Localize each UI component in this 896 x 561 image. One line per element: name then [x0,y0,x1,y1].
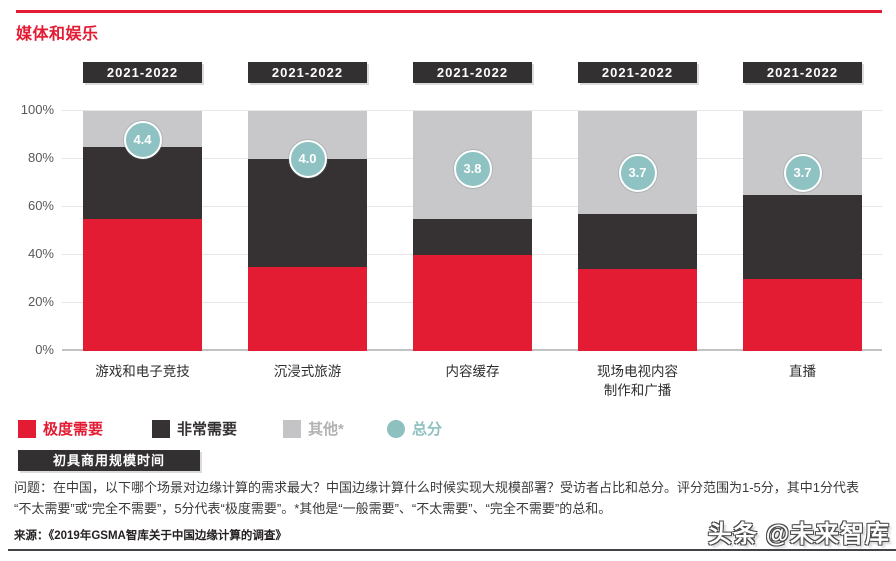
bar-column: 2021-2022 4.4 游戏和电子竞技 [83,62,202,379]
bar-segment-2 [743,195,862,279]
section-badge: 初具商用规模时间 [18,450,200,471]
legend-label-extremely-needed: 极度需要 [43,421,104,438]
bar-segment-1 [413,255,532,351]
x-axis-label: 现场电视内容 制作和广播 [597,364,678,398]
bar-segment-1 [743,279,862,351]
period-badge: 2021-2022 [413,62,532,83]
score-badge: 3.7 [618,154,657,193]
score-badge: 3.8 [453,149,492,188]
bar-segment-1 [248,267,367,351]
x-axis-label: 内容缓存 [445,364,500,379]
y-axis-tick: 20% [27,294,54,309]
legend-swatch-extremely-needed [18,419,36,438]
page-title: 媒体和娱乐 [16,26,99,43]
period-badge: 2021-2022 [743,62,862,83]
stacked-bar-chart: 0% 20% 40% 60% 80% 100% 2021-2022 4.4 游戏和电子竞技 202… [21,62,882,398]
bar-segment-2 [578,214,697,270]
score-badge: 3.7 [783,154,822,193]
score-badge: 4.0 [288,140,327,178]
period-badge: 2021-2022 [83,62,202,83]
question-line-2: “不太需要”或“完全不需要”，5分代表“极度需要”。*其他是“一般需要”、“不太… [14,501,612,516]
y-axis-tick: 80% [27,150,54,165]
legend-item-very-needed: 非常需要 [152,418,237,439]
legend-item-total-score: 总分 [387,418,442,439]
period-badge: 2021-2022 [578,62,697,83]
x-axis-label: 直播 [789,364,816,379]
bar-segment-1 [578,269,697,351]
bar-column: 2021-2022 4.0 沉浸式旅游 [248,62,367,379]
bar-segment-2 [83,147,202,219]
score-badge: 4.4 [123,120,162,159]
legend-label-total-score: 总分 [412,421,443,438]
legend-label-other: 其他* [308,421,344,438]
legend-swatch-very-needed [152,419,170,438]
legend-label-very-needed: 非常需要 [177,421,238,438]
bar-column: 2021-2022 3.8 内容缓存 [413,62,532,379]
legend-dot-total-score [387,419,405,438]
bar-segment-2 [413,219,532,255]
legend-item-extremely-needed: 极度需要 [18,418,103,439]
bottom-rule [8,549,896,551]
question-text: 问题：在中国，以下哪个场景对边缘计算的需求最大？中国边缘计算什么时候实现大规模部… [14,477,882,519]
y-axis-tick: 0% [35,342,54,357]
period-badge: 2021-2022 [248,62,367,83]
bar-column: 2021-2022 3.7 直播 [743,62,862,379]
y-axis-tick: 100% [20,102,54,117]
x-axis-label: 沉浸式旅游 [273,364,342,379]
gridline [62,110,882,111]
question-line-1: 问题：在中国，以下哪个场景对边缘计算的需求最大？中国边缘计算什么时候实现大规模部… [14,480,860,495]
legend-item-other: 其他* [283,418,344,439]
top-rule [16,10,882,13]
watermark: 头条 @未来智库 [707,521,890,548]
x-axis-label: 游戏和电子竞技 [95,364,190,379]
bar-column: 2021-2022 3.7 现场电视内容 制作和广播 [578,62,697,398]
bar-segment-1 [83,219,202,351]
y-axis-tick: 40% [27,246,54,261]
y-axis-tick: 60% [27,198,54,213]
source-note: 来源：《2019年GSMA智库关于中国边缘计算的调查》 [14,530,287,542]
legend-swatch-other [283,419,301,438]
